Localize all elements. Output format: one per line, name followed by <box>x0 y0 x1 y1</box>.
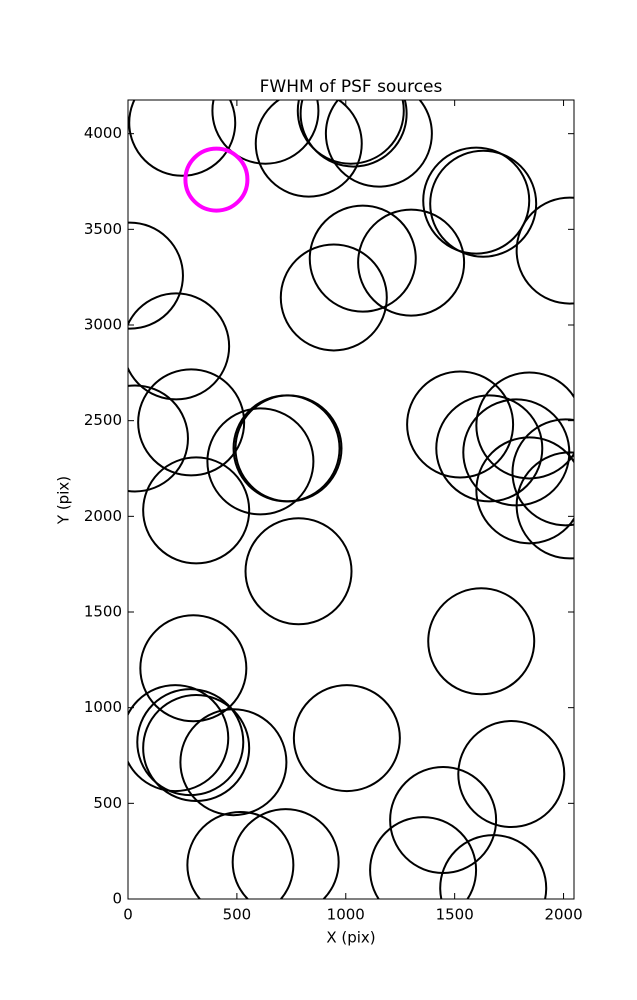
y-tick-label: 500 <box>93 794 122 812</box>
source-circle <box>183 146 250 213</box>
y-tick-label: 0 <box>112 890 122 908</box>
source-circle <box>186 810 295 899</box>
plot-area <box>128 100 574 899</box>
source-circle <box>142 694 251 803</box>
source-circle <box>234 394 343 503</box>
source-circle <box>279 243 388 352</box>
source-circle <box>211 100 320 165</box>
source-circle <box>427 587 536 696</box>
y-tick-label: 2000 <box>84 507 122 525</box>
y-tick-label: 2500 <box>84 411 122 429</box>
source-circle <box>422 146 531 255</box>
source-circle <box>244 517 353 626</box>
x-tick-label: 1500 <box>436 906 474 924</box>
x-tick-label: 2000 <box>544 906 582 924</box>
x-tick-label: 1000 <box>327 906 365 924</box>
y-tick-label: 3500 <box>84 220 122 238</box>
source-circle <box>136 688 245 797</box>
source-circle <box>128 100 237 177</box>
y-tick-label: 3000 <box>84 316 122 334</box>
source-circle <box>308 204 417 313</box>
chart-title: FWHM of PSF sources <box>260 77 443 97</box>
source-circle <box>139 614 248 723</box>
x-tick-label: 500 <box>223 906 252 924</box>
source-circle <box>231 808 340 899</box>
x-tick-label: 0 <box>123 906 133 924</box>
source-circle <box>515 196 574 305</box>
source-circle <box>324 100 433 188</box>
source-circle <box>429 149 538 258</box>
plot-frame <box>127 99 575 900</box>
y-tick-label: 1500 <box>84 603 122 621</box>
source-circle <box>406 370 515 479</box>
source-circle <box>435 394 544 503</box>
source-circle <box>475 436 574 545</box>
source-circle <box>128 292 231 401</box>
y-axis-label: Y (pix) <box>55 476 73 525</box>
source-circle <box>439 834 548 899</box>
source-circle <box>369 816 478 899</box>
source-circle <box>457 720 566 829</box>
source-circle <box>128 221 184 330</box>
source-circle <box>137 368 246 477</box>
source-circle <box>296 100 405 165</box>
source-circle <box>299 100 408 168</box>
source-circle <box>128 684 230 793</box>
source-circle <box>128 384 189 493</box>
y-tick-label: 4000 <box>84 124 122 142</box>
source-circle <box>292 684 401 793</box>
source-circle <box>254 100 363 198</box>
source-circle <box>515 451 574 560</box>
x-axis-label: X (pix) <box>326 929 375 947</box>
source-circle <box>357 208 466 317</box>
y-tick-label: 1000 <box>84 698 122 716</box>
source-circle <box>475 371 574 480</box>
source-circle <box>206 407 315 516</box>
source-circle <box>142 456 251 565</box>
source-circle <box>179 708 288 817</box>
source-circle <box>511 418 574 527</box>
